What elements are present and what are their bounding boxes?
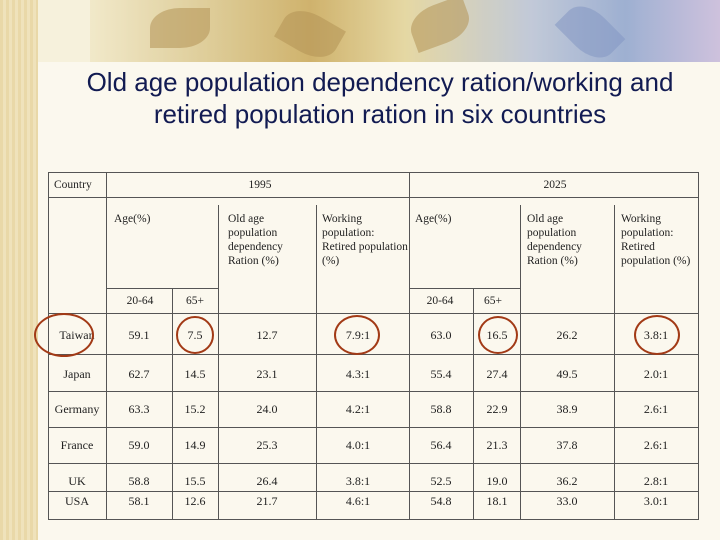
table-cell: 63.3 [128, 402, 150, 416]
row-country-usa: USA [64, 494, 89, 508]
table-cell: 24.0 [256, 402, 278, 416]
table-cell: 2.6:1 [643, 438, 669, 452]
table-cell: 3.8:1 [345, 474, 371, 488]
leaf-decoration [150, 8, 210, 48]
table-cell: 2.6:1 [643, 402, 669, 416]
decorative-banner [90, 0, 720, 68]
table-cell: 4.6:1 [345, 494, 371, 508]
table-cell: 49.5 [556, 367, 578, 381]
table-cell: 38.9 [556, 402, 578, 416]
header-age-2025: Age(%) [415, 213, 452, 225]
table-cell: 25.3 [256, 438, 278, 452]
table-cell: 12.6 [184, 494, 206, 508]
table-cell: 3.0:1 [643, 494, 669, 508]
table-cell: 33.0 [556, 494, 578, 508]
table-cell: 4.3:1 [345, 367, 371, 381]
header-age-65plus-2025: 65+ [484, 295, 502, 307]
table-cell: 22.9 [486, 402, 508, 416]
highlight-circle-taiwan [34, 313, 94, 357]
table-cell: 23.1 [256, 367, 278, 381]
header-age-1995: Age(%) [114, 213, 151, 225]
table-cell: 26.4 [256, 474, 278, 488]
table-cell: 55.4 [430, 367, 452, 381]
table-cell: 62.7 [128, 367, 150, 381]
table-cell: 14.9 [184, 438, 206, 452]
header-old-age-2025: Old age population dependency Ration (%) [527, 213, 582, 267]
table-cell: 15.5 [184, 474, 206, 488]
header-working-2025: Working population: Retired population (… [621, 213, 691, 267]
highlight-circle-65plus-1995 [176, 316, 214, 354]
highlight-circle-ratio-1995 [334, 315, 380, 355]
slide-title: Old age population dependency ration/wor… [86, 67, 674, 129]
table-cell: 2.0:1 [643, 367, 669, 381]
highlight-circle-65plus-2025 [478, 316, 518, 354]
header-age-65plus-1995: 65+ [186, 295, 204, 307]
header-old-age-1995: Old age population dependency Ration (%) [228, 213, 283, 267]
table-cell: 52.5 [430, 474, 452, 488]
table-cell: 4.2:1 [345, 402, 371, 416]
table-cell: 56.4 [430, 438, 452, 452]
table-cell: 58.8 [430, 402, 452, 416]
table-cell: 26.2 [556, 328, 578, 342]
decorative-left-band [0, 0, 38, 540]
table-cell: 36.2 [556, 474, 578, 488]
table-cell: 4.0:1 [345, 438, 371, 452]
header-age-20-64-1995: 20-64 [126, 295, 154, 307]
highlight-circle-ratio-2025 [634, 315, 680, 355]
table-cell: 12.7 [256, 328, 278, 342]
header-age-20-64-2025: 20-64 [426, 295, 454, 307]
table-cell: 27.4 [486, 367, 508, 381]
row-country-germany: Germany [54, 402, 100, 416]
header-year-2025: 2025 [543, 179, 567, 191]
header-year-1995: 1995 [248, 179, 272, 191]
table-cell: 15.2 [184, 402, 206, 416]
table-cell: 37.8 [556, 438, 578, 452]
table-cell: 58.1 [128, 494, 150, 508]
row-country-france: France [60, 438, 94, 452]
header-country: Country [54, 179, 92, 191]
table-cell: 59.1 [128, 328, 150, 342]
row-country-uk: UK [68, 474, 86, 488]
table-cell: 18.1 [486, 494, 508, 508]
table-cell: 59.0 [128, 438, 150, 452]
table-cell: 54.8 [430, 494, 452, 508]
table-cell: 19.0 [486, 474, 508, 488]
table-cell: 21.7 [256, 494, 278, 508]
slide-background [38, 62, 720, 540]
row-country-japan: Japan [63, 367, 91, 381]
table-cell: 21.3 [486, 438, 508, 452]
table-cell: 2.8:1 [643, 474, 669, 488]
table-cell: 14.5 [184, 367, 206, 381]
table-cell: 58.8 [128, 474, 150, 488]
table-cell: 63.0 [430, 328, 452, 342]
header-working-1995: Working population: Retired population (… [322, 213, 408, 267]
